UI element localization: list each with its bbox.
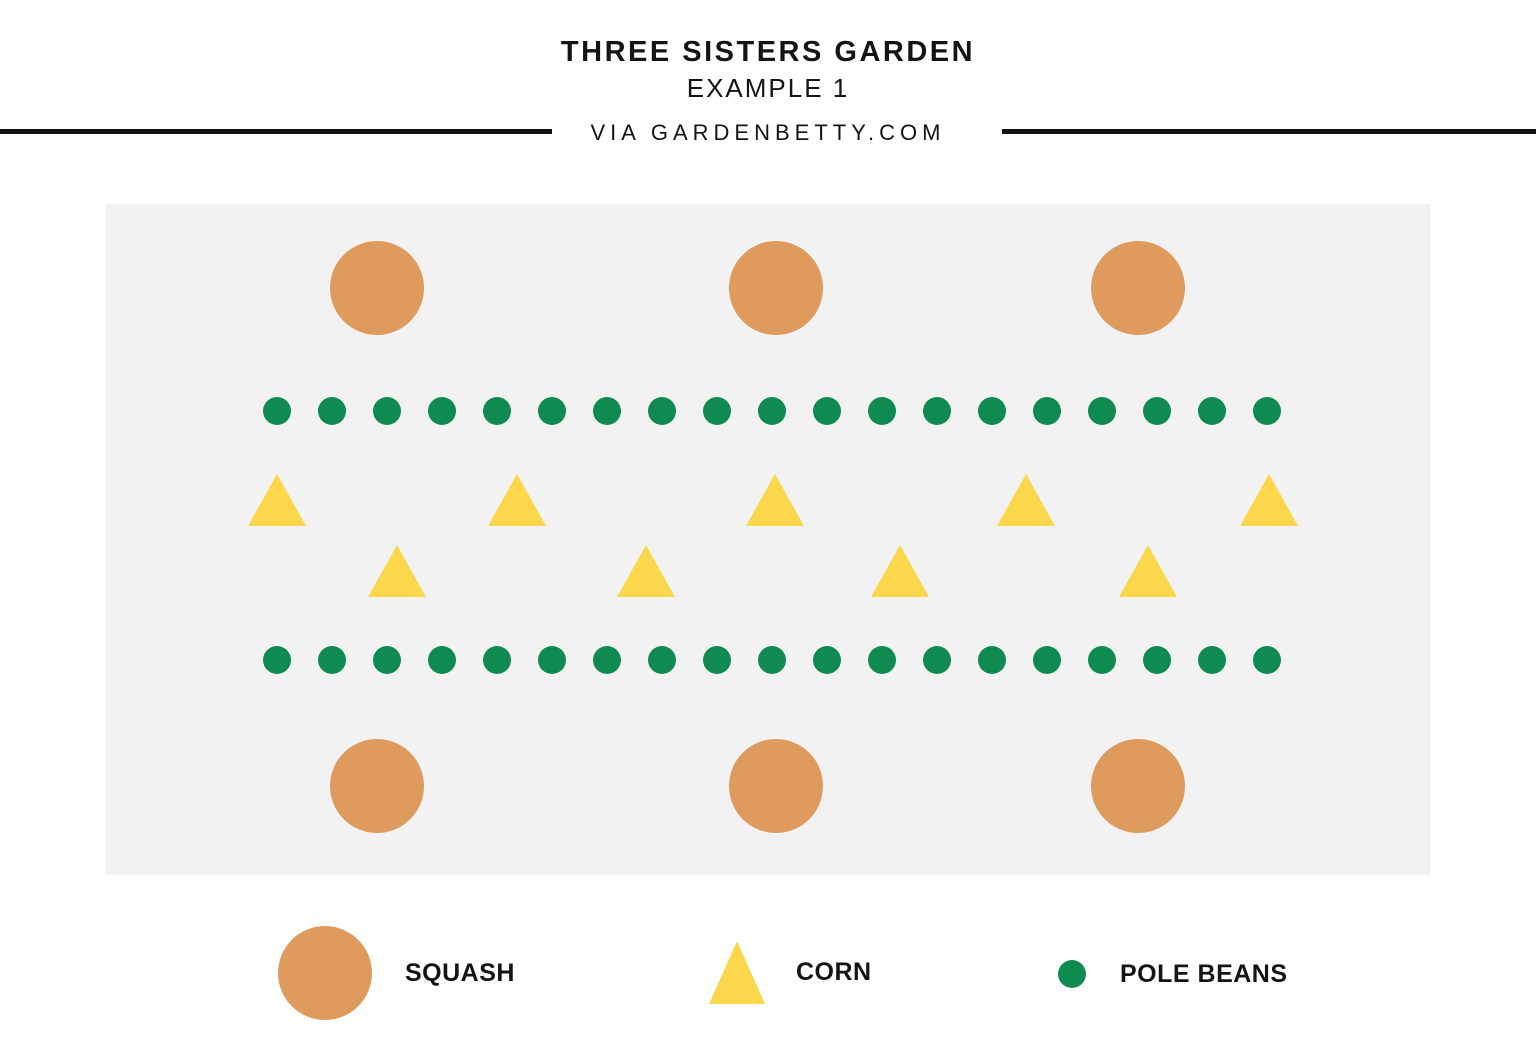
pole-beans-swatch-icon	[1058, 960, 1086, 988]
pole-bean-marker	[648, 397, 676, 425]
pole-bean-marker	[1198, 397, 1226, 425]
pole-bean-marker	[483, 646, 511, 674]
pole-bean-marker	[923, 646, 951, 674]
legend-label-corn: CORN	[796, 958, 872, 986]
pole-bean-marker	[1088, 646, 1116, 674]
page-subtitle: EXAMPLE 1	[686, 73, 850, 103]
pole-bean-marker	[703, 397, 731, 425]
pole-bean-marker	[978, 397, 1006, 425]
pole-bean-marker	[593, 397, 621, 425]
pole-bean-marker	[428, 397, 456, 425]
pole-bean-marker	[373, 646, 401, 674]
pole-bean-marker	[483, 397, 511, 425]
pole-bean-marker	[1253, 646, 1281, 674]
squash-swatch-icon	[278, 926, 372, 1020]
pole-bean-marker	[1253, 397, 1281, 425]
attribution-text: VIA GARDENBETTY.COM	[590, 120, 946, 145]
squash-marker	[1091, 241, 1185, 335]
corn-swatch-icon	[709, 941, 765, 1004]
pole-bean-marker	[703, 646, 731, 674]
corn-marker	[997, 474, 1055, 526]
divider-line-right	[1002, 129, 1536, 134]
corn-marker	[368, 545, 426, 597]
corn-marker	[248, 474, 306, 526]
squash-marker	[729, 739, 823, 833]
legend-label-pole-beans: POLE BEANS	[1120, 959, 1288, 988]
pole-bean-marker	[813, 646, 841, 674]
pole-bean-marker	[923, 397, 951, 425]
corn-marker	[746, 474, 804, 526]
pole-bean-marker	[813, 397, 841, 425]
squash-marker	[330, 241, 424, 335]
corn-marker	[1240, 474, 1298, 526]
legend-label-squash: SQUASH	[405, 958, 515, 987]
pole-bean-marker	[758, 397, 786, 425]
legend-item-squash: SQUASH	[278, 926, 515, 1020]
pole-bean-marker	[1198, 646, 1226, 674]
pole-bean-marker	[758, 646, 786, 674]
pole-bean-marker	[318, 397, 346, 425]
squash-marker	[1091, 739, 1185, 833]
divider-line-left	[0, 129, 552, 134]
pole-bean-marker	[648, 646, 676, 674]
pole-bean-marker	[263, 646, 291, 674]
pole-bean-marker	[538, 646, 566, 674]
pole-bean-marker	[1033, 646, 1061, 674]
pole-bean-marker	[1088, 397, 1116, 425]
pole-bean-marker	[1143, 397, 1171, 425]
corn-marker	[617, 545, 675, 597]
squash-marker	[330, 739, 424, 833]
squash-marker	[729, 241, 823, 335]
pole-bean-marker	[868, 397, 896, 425]
pole-bean-marker	[978, 646, 1006, 674]
page-title: THREE SISTERS GARDEN	[560, 36, 976, 68]
pole-bean-marker	[428, 646, 456, 674]
pole-bean-marker	[318, 646, 346, 674]
pole-bean-marker	[868, 646, 896, 674]
pole-bean-marker	[373, 397, 401, 425]
legend-item-pole-beans: POLE BEANS	[1058, 960, 1288, 988]
corn-marker	[871, 545, 929, 597]
pole-bean-marker	[593, 646, 621, 674]
corn-marker	[1119, 545, 1177, 597]
pole-bean-marker	[263, 397, 291, 425]
legend-item-corn: CORN	[709, 941, 872, 1004]
pole-bean-marker	[538, 397, 566, 425]
pole-bean-marker	[1143, 646, 1171, 674]
pole-bean-marker	[1033, 397, 1061, 425]
corn-marker	[488, 474, 546, 526]
